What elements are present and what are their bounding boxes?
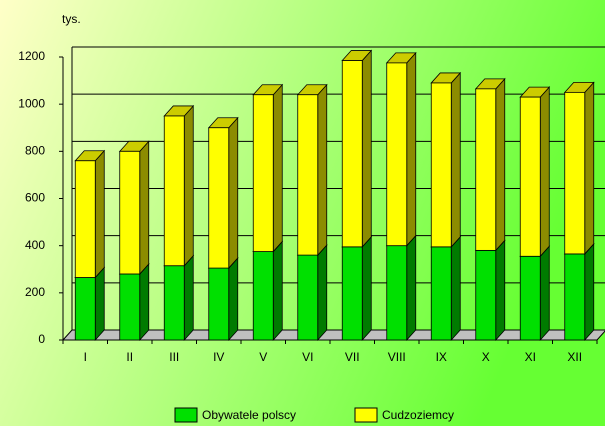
bar-front bbox=[386, 62, 408, 247]
x-tick-label: IX bbox=[436, 350, 447, 364]
bar bbox=[118, 140, 150, 276]
bar-side bbox=[183, 104, 194, 267]
x-tick-label: VIII bbox=[388, 350, 406, 364]
bar-front bbox=[163, 265, 185, 341]
bar-side bbox=[584, 81, 595, 255]
y-tick-label: 200 bbox=[25, 285, 45, 299]
bar-side bbox=[450, 235, 461, 342]
bar bbox=[118, 262, 150, 342]
bar-side bbox=[183, 254, 194, 342]
bar bbox=[474, 239, 506, 342]
bar-side bbox=[228, 116, 239, 270]
bar bbox=[207, 257, 239, 342]
bar-front bbox=[519, 255, 541, 341]
bar-front bbox=[297, 254, 319, 341]
bar-front bbox=[430, 246, 452, 341]
legend-label: Cudzoziemcy bbox=[382, 408, 454, 422]
bar bbox=[163, 104, 195, 267]
y-tick-label: 1000 bbox=[18, 96, 45, 110]
bar-side bbox=[94, 149, 105, 279]
bar-front bbox=[475, 88, 497, 251]
bar bbox=[519, 245, 551, 342]
legend-label: Obywatele polscy bbox=[202, 408, 296, 422]
bar-side bbox=[272, 83, 283, 253]
bar bbox=[430, 71, 462, 248]
bar-side bbox=[94, 266, 105, 342]
bar-front bbox=[564, 253, 586, 341]
x-tick-label: X bbox=[482, 350, 490, 364]
bar-front bbox=[252, 94, 274, 252]
bar-front bbox=[208, 127, 230, 269]
y-tick-label: 0 bbox=[38, 332, 45, 346]
bar-side bbox=[539, 86, 550, 258]
bar-front bbox=[475, 249, 497, 341]
bar-front bbox=[119, 150, 141, 275]
bar bbox=[341, 49, 373, 248]
bar bbox=[385, 234, 417, 342]
x-tick-label: II bbox=[126, 350, 133, 364]
bar bbox=[252, 240, 284, 342]
bar-front bbox=[163, 115, 185, 267]
bar-front bbox=[341, 60, 363, 248]
bar-side bbox=[495, 77, 506, 252]
x-tick-label: VI bbox=[302, 350, 313, 364]
y-axis-unit: tys. bbox=[62, 12, 81, 26]
x-tick-label: V bbox=[259, 350, 267, 364]
x-tick-label: I bbox=[84, 350, 87, 364]
bar bbox=[74, 149, 106, 279]
bar-front bbox=[564, 91, 586, 255]
bar-front bbox=[208, 267, 230, 341]
bar-side bbox=[317, 244, 328, 342]
bar-side bbox=[272, 240, 283, 342]
bar-front bbox=[430, 82, 452, 248]
bar bbox=[563, 81, 595, 255]
x-tick-label: IV bbox=[213, 350, 224, 364]
bar-side bbox=[495, 239, 506, 342]
bar bbox=[252, 83, 284, 253]
y-tick-label: 800 bbox=[25, 144, 45, 158]
bar-side bbox=[539, 245, 550, 342]
bar bbox=[519, 86, 551, 258]
bar bbox=[163, 254, 195, 342]
bar bbox=[74, 266, 106, 342]
x-tick-label: XII bbox=[567, 350, 582, 364]
bar bbox=[385, 51, 417, 247]
bar bbox=[430, 235, 462, 342]
bar-front bbox=[341, 246, 363, 341]
bar bbox=[341, 235, 373, 342]
bar-front bbox=[74, 160, 96, 278]
bar-side bbox=[406, 51, 417, 247]
y-tick-label: 400 bbox=[25, 238, 45, 252]
legend-swatch bbox=[354, 407, 378, 423]
x-tick-label: XI bbox=[525, 350, 536, 364]
bar-side bbox=[361, 49, 372, 248]
bar-side bbox=[228, 257, 239, 342]
legend-swatch bbox=[174, 407, 198, 423]
bar bbox=[563, 242, 595, 342]
bar-side bbox=[450, 71, 461, 248]
x-tick-label: VII bbox=[345, 350, 360, 364]
bar-side bbox=[139, 140, 150, 276]
bar-front bbox=[386, 245, 408, 341]
bar-side bbox=[139, 262, 150, 342]
bar-front bbox=[297, 94, 319, 256]
bar bbox=[296, 244, 328, 342]
bar-side bbox=[406, 234, 417, 342]
bar-side bbox=[584, 242, 595, 342]
x-tick-label: III bbox=[169, 350, 179, 364]
bar bbox=[207, 116, 239, 270]
bar-front bbox=[252, 251, 274, 341]
bar-front bbox=[519, 96, 541, 257]
bar-front bbox=[74, 277, 96, 341]
bar bbox=[474, 77, 506, 252]
y-tick-label: 600 bbox=[25, 191, 45, 205]
bar-front bbox=[119, 273, 141, 341]
bar bbox=[296, 83, 328, 257]
bar-side bbox=[361, 235, 372, 342]
y-tick-label: 1200 bbox=[18, 49, 45, 63]
bar-side bbox=[317, 83, 328, 257]
